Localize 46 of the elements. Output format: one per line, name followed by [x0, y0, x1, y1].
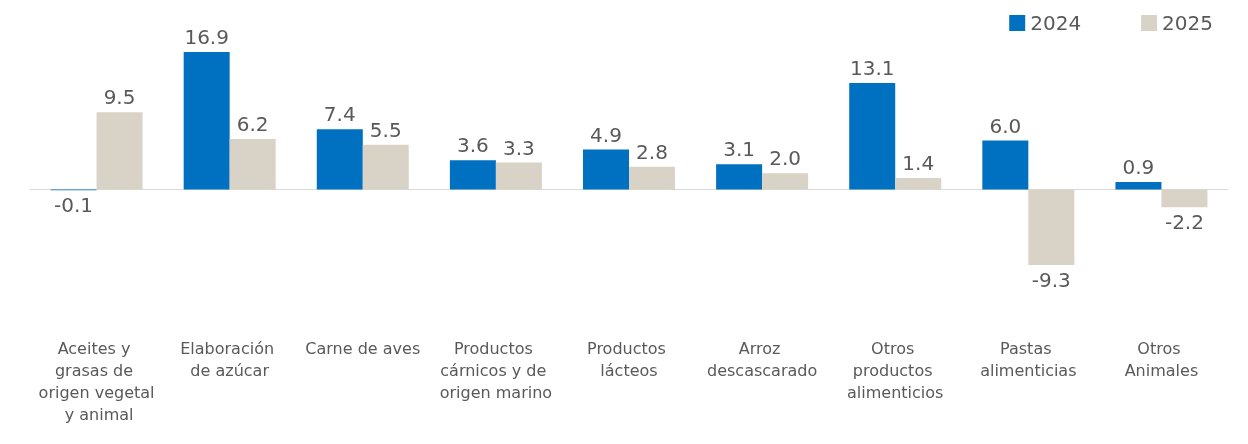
- x-tick-label: Otros Animales: [1124, 338, 1199, 380]
- data-label: 0.9: [1122, 155, 1155, 180]
- data-label: 9.5: [103, 85, 136, 110]
- bar: [96, 112, 143, 190]
- x-tick-label: Carne de aves: [305, 338, 421, 358]
- x-tick-label: Aceites y grasas de origen vegetal y animal: [38, 338, 155, 424]
- data-label: 2.0: [769, 146, 802, 171]
- bar: [895, 178, 942, 190]
- data-label: 3.1: [723, 137, 756, 162]
- x-tick-label: Otros productos alimenticios: [847, 338, 944, 402]
- legend-label: 2025: [1162, 11, 1214, 35]
- x-tick-label: Productos cárnicos y de origen marino: [439, 338, 553, 402]
- x-tick-label: Elaboración de azúcar: [180, 338, 280, 380]
- bar: [229, 138, 276, 190]
- data-label: 3.6: [456, 133, 489, 158]
- bar: [583, 149, 629, 190]
- x-tick-label: Arroz descascarado: [707, 338, 818, 380]
- bar: [362, 144, 409, 190]
- data-label: 3.3: [502, 135, 535, 160]
- data-label: 6.0: [989, 113, 1022, 138]
- data-label: 16.9: [184, 25, 229, 49]
- legend-label: 2024: [1030, 11, 1082, 35]
- x-tick-label: Productos lácteos: [587, 338, 671, 380]
- bar: [1115, 182, 1162, 190]
- bar: [762, 173, 809, 190]
- data-label: 1.4: [902, 151, 935, 176]
- data-label: 13.1: [849, 55, 895, 80]
- data-label: 2.8: [636, 139, 668, 164]
- data-label: 7.4: [323, 102, 356, 127]
- data-label: -9.3: [1031, 268, 1071, 292]
- bar: [629, 166, 675, 190]
- x-tick-label: Pastas alimenticias: [980, 338, 1077, 380]
- data-label: 6.2: [236, 111, 269, 136]
- bar: [183, 52, 230, 190]
- bar: [982, 140, 1029, 190]
- bar: [1028, 189, 1075, 265]
- data-label: 5.5: [369, 117, 402, 142]
- bar: [716, 164, 763, 190]
- bar: [449, 160, 496, 190]
- data-label: -2.2: [1164, 210, 1204, 235]
- bar: [849, 82, 896, 190]
- bar: [495, 162, 542, 190]
- data-label: 4.9: [590, 122, 622, 147]
- bar: [316, 129, 363, 190]
- data-label: -0.1: [54, 193, 94, 218]
- bar: [1161, 189, 1208, 208]
